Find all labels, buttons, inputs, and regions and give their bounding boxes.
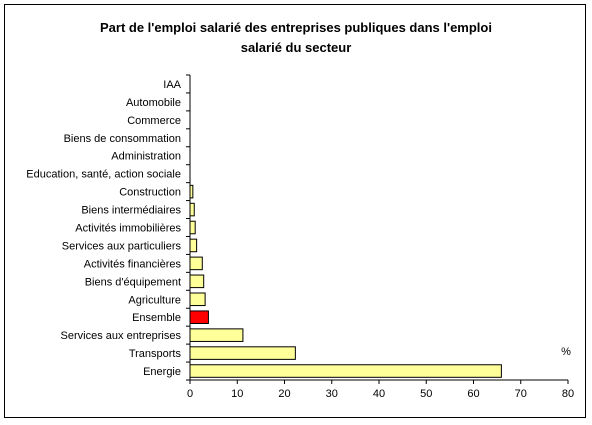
category-label-8: Activités immobilières [75, 223, 181, 235]
bar-16 [189, 364, 502, 378]
bar-11 [189, 274, 205, 289]
category-label-0: IAA [163, 79, 181, 91]
category-label-5: Education, santé, action sociale [26, 169, 181, 181]
bar-9 [189, 238, 198, 253]
category-label-1: Automobile [126, 97, 181, 109]
category-label-14: Services aux entreprises [61, 330, 182, 342]
unit-label: % [561, 346, 571, 358]
x-tick-label-2: 20 [278, 388, 290, 400]
bar-7 [189, 202, 195, 217]
category-label-12: Agriculture [128, 294, 181, 306]
category-label-16: Energie [143, 366, 181, 378]
bar-10 [189, 256, 203, 271]
category-label-6: Construction [119, 187, 181, 199]
category-label-7: Biens intermédiaires [81, 205, 181, 217]
x-tick-label-8: 80 [562, 388, 574, 400]
x-tick-label-6: 60 [467, 388, 479, 400]
chart-title-line-2: salarié du secteur [240, 40, 352, 55]
x-tick-label-3: 30 [326, 388, 338, 400]
x-tick-label-0: 0 [187, 388, 193, 400]
x-tick-label-5: 50 [420, 388, 432, 400]
category-label-10: Activités financières [84, 258, 182, 270]
x-tick-label-7: 70 [515, 388, 527, 400]
bar-8 [189, 220, 196, 235]
chart-title: Part de l'emploi salarié des entreprises… [5, 18, 587, 58]
category-label-13: Ensemble [132, 312, 181, 324]
category-label-4: Administration [111, 151, 181, 163]
bar-12 [189, 292, 206, 307]
chart-title-line-1: Part de l'emploi salarié des entreprises… [100, 20, 492, 35]
category-label-15: Transports [129, 348, 182, 360]
category-label-2: Commerce [127, 115, 181, 127]
x-tick-label-1: 10 [231, 388, 243, 400]
bar-13 [189, 310, 209, 324]
category-label-3: Biens de consommation [64, 133, 181, 145]
x-tick-label-4: 40 [373, 388, 385, 400]
bar-15 [189, 346, 296, 360]
bar-14 [189, 328, 244, 342]
category-label-11: Biens d'équipement [85, 276, 181, 288]
category-label-9: Services aux particuliers [62, 240, 182, 252]
